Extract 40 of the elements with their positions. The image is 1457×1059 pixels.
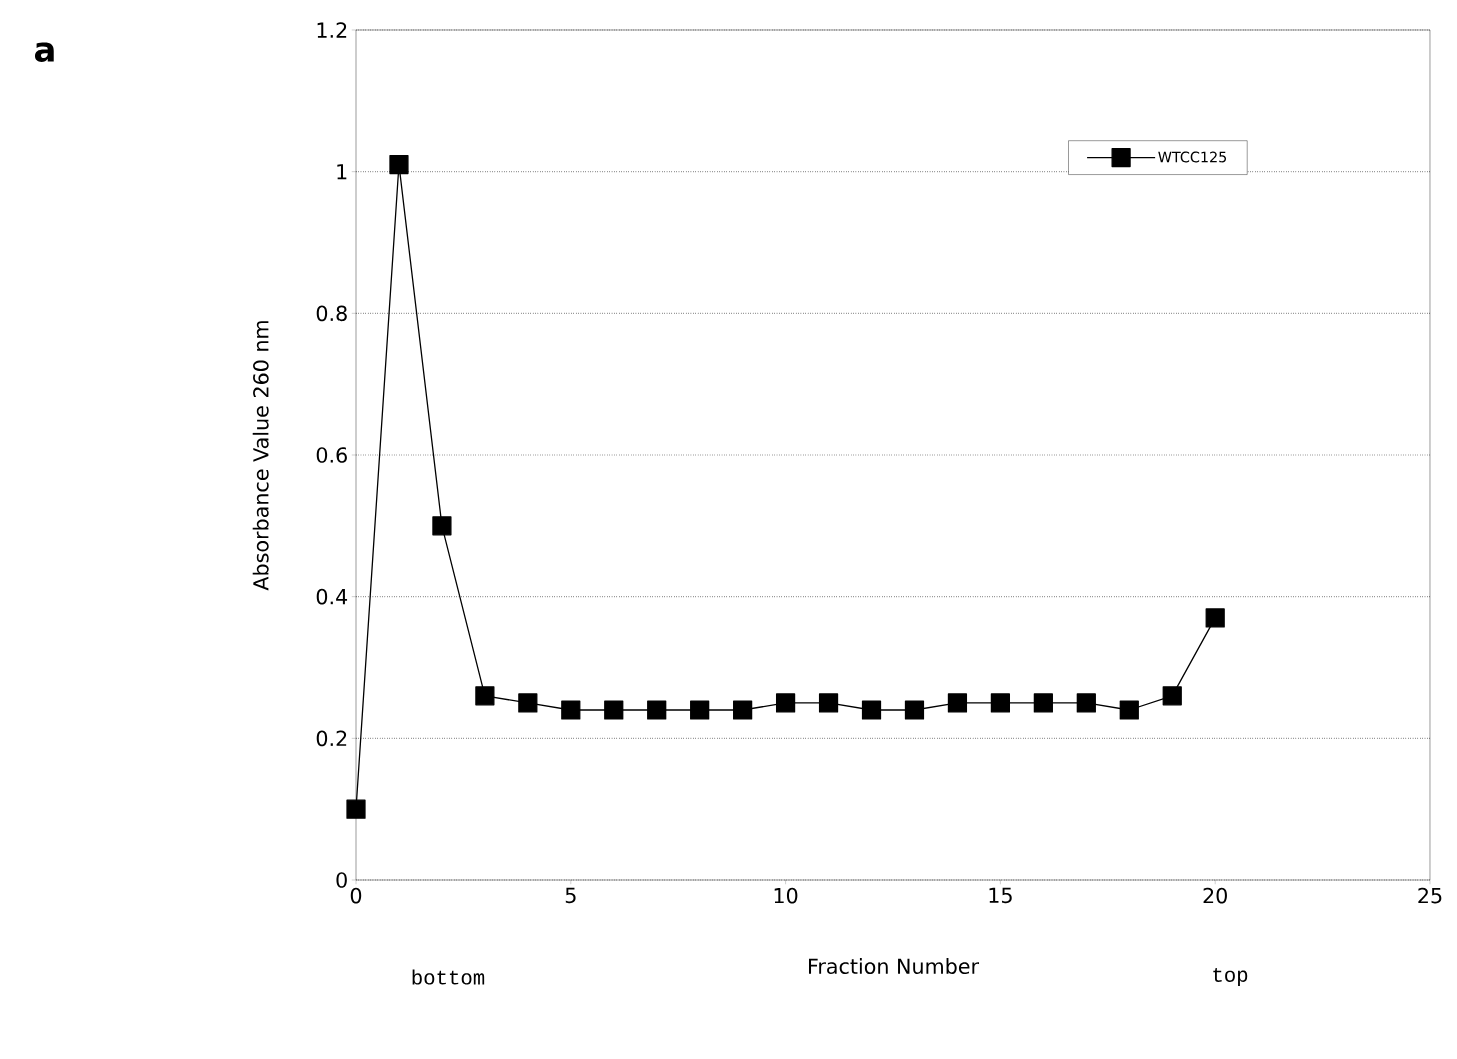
point [818,693,839,713]
point [1119,700,1139,720]
legend-label: WTCC125 [1158,151,1227,163]
point [947,693,968,713]
point [1033,693,1053,713]
point [389,154,409,175]
point [346,799,366,819]
point [518,693,538,713]
x-tick-label: 15 [989,887,1012,904]
point [904,700,925,720]
x-tick-label: 5 [565,887,576,904]
point [733,700,753,720]
point [647,700,667,720]
point [561,700,581,720]
y-tick-label: 1 [337,164,347,180]
point [432,516,452,536]
y-tick-label: 0.4 [316,588,348,605]
point [475,686,495,706]
point [775,693,796,713]
y-tick-label: 0.8 [316,305,347,322]
point [1205,608,1225,628]
x-tick-label: 0 [350,887,362,904]
y-tick-label: 0.6 [316,447,347,463]
point [861,700,882,720]
point [1076,693,1096,713]
text: bottom [412,969,485,985]
x-axis-title: Fraction Number [809,958,980,975]
y-tick-label: 1.2 [317,22,347,38]
y-axis-title: Absorbance Value 260 nm [252,321,269,591]
point [690,700,710,720]
text: a [34,42,54,62]
point [1162,686,1182,706]
x-tick-label: 10 [774,887,798,904]
y-tick-label: 0 [336,872,347,888]
x-tick-label: 25 [1418,887,1442,904]
text: top [1213,967,1248,987]
y-tick-label: 0.2 [316,730,347,747]
x-tick-label: 20 [1203,887,1227,904]
point [990,693,1011,713]
point [604,700,624,720]
